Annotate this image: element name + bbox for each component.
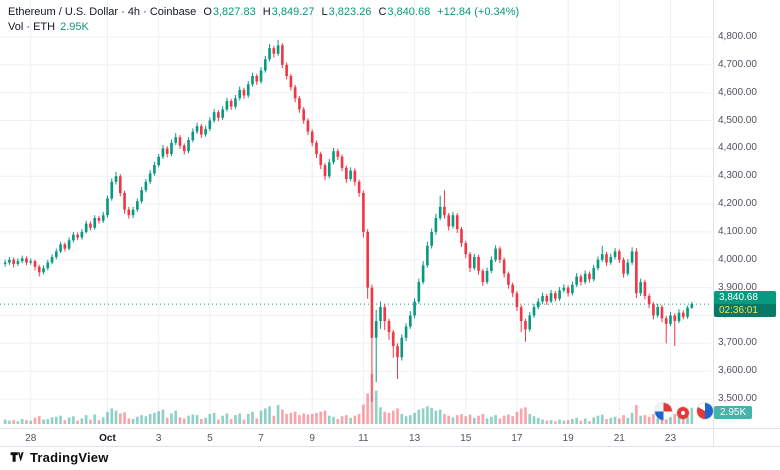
volume-axis-badge: 2.95K — [714, 406, 753, 419]
tradingview-logo-icon — [10, 452, 24, 462]
ohlc-open-label: O — [203, 6, 212, 18]
price-change: +12.84 (+0.34%) — [437, 6, 520, 18]
roundel-sticker-icon[interactable] — [697, 403, 713, 419]
ohlc-open: O3,827.83 — [203, 6, 255, 18]
tradingview-logo[interactable]: TradingView — [9, 449, 109, 465]
volume-value: 2.95K — [60, 21, 89, 33]
red-dot-sticker-icon[interactable] — [677, 407, 689, 419]
volume-label: Vol · ETH — [8, 21, 56, 33]
ohlc-high-value: 3,849.27 — [271, 6, 315, 18]
ohlc-close-value: 3,840.68 — [387, 6, 431, 18]
ohlc-close-label: C — [378, 6, 387, 18]
tradingview-logo-text: TradingView — [30, 449, 109, 465]
ohlc-open-value: 3,827.83 — [212, 6, 256, 18]
ohlc-low-value: 3,823.26 — [328, 6, 372, 18]
ohlc-high: H3,849.27 — [263, 6, 315, 18]
symbol-title[interactable]: Ethereum / U.S. Dollar · 4h · Coinbase — [8, 6, 197, 18]
ohlc-close: C3,840.68 — [378, 6, 430, 18]
last-price-value: 3,840.68 — [714, 291, 776, 305]
symbol-legend[interactable]: Ethereum / U.S. Dollar · 4h · Coinbase O… — [8, 6, 519, 18]
bar-countdown: 02:36:01 — [714, 304, 776, 318]
volume-legend[interactable]: Vol · ETH 2.95K — [8, 21, 89, 33]
pinwheel-sticker-icon[interactable] — [655, 403, 672, 420]
ohlc-low: L3,823.26 — [321, 6, 371, 18]
last-price-badge: 3,840.68 02:36:01 — [714, 291, 776, 318]
ohlc-low-label: L — [321, 6, 328, 18]
ohlc-high-label: H — [262, 6, 271, 18]
